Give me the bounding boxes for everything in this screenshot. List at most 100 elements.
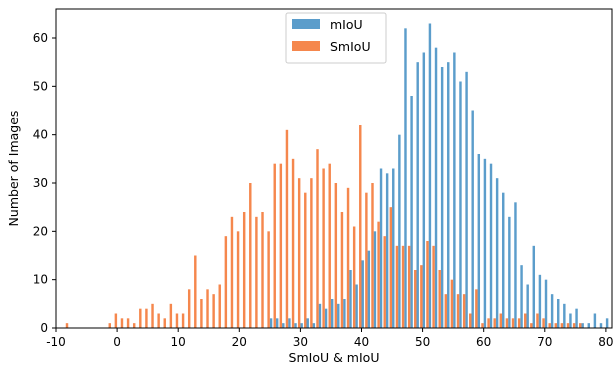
y-tick-label: 50: [33, 79, 48, 93]
bar-smiou-62: [493, 318, 496, 328]
bar-smiou-46: [395, 245, 399, 328]
bar-miou-40: [361, 260, 364, 328]
bar-smiou-57: [462, 294, 466, 328]
bar-smiou-42: [371, 183, 374, 328]
y-tick-label: 20: [33, 224, 48, 238]
bar-miou-45: [392, 168, 395, 328]
bar-smiou-61: [487, 318, 490, 328]
bar-smiou-52: [432, 245, 435, 328]
bar-smiou-6: [151, 303, 154, 328]
bar-smiou-1: [120, 318, 124, 328]
y-tick-label: 40: [33, 128, 48, 142]
bar-miou-39: [355, 284, 358, 328]
plot-frame: [55, 8, 613, 329]
bar-smiou-29: [291, 158, 295, 328]
bar-smiou-72: [554, 323, 558, 328]
bar-miou-64: [508, 216, 511, 328]
bar-smiou-4: [139, 308, 142, 328]
bar-smiou-45: [389, 207, 393, 328]
bar-smiou-22: [249, 183, 252, 328]
x-tick-label: 60: [476, 335, 491, 349]
bar-miou-55: [453, 52, 456, 328]
bar-miou-30: [300, 323, 303, 328]
bar-miou-61: [489, 163, 493, 328]
bar-smiou-8: [163, 318, 166, 328]
bar-miou-42: [373, 231, 377, 328]
bar-smiou-50: [420, 265, 423, 328]
bar-miou-27: [282, 323, 285, 328]
bar-smiou-70: [542, 318, 545, 328]
bar-miou-36: [337, 303, 340, 328]
bar-smiou-23: [255, 216, 258, 328]
bar-miou-71: [550, 294, 554, 328]
bar-smiou-5: [145, 308, 148, 328]
bar-miou-52: [434, 47, 438, 329]
bar-smiou-48: [407, 245, 411, 328]
bar-smiou-21: [242, 212, 246, 328]
bar-miou-49: [416, 62, 419, 329]
bar-smiou-49: [414, 270, 417, 328]
bar-miou-77: [587, 323, 590, 328]
bar-miou-69: [538, 274, 542, 328]
bar-smiou-38: [346, 187, 350, 328]
bar-smiou-53: [438, 270, 441, 328]
bar-smiou-51: [426, 241, 429, 328]
bar-smiou--8: [65, 323, 69, 328]
bar-smiou-55: [450, 279, 454, 328]
bar-smiou-20: [236, 231, 240, 328]
bar-smiou-33: [316, 149, 319, 328]
bar-smiou-36: [334, 183, 338, 328]
bar-miou-31: [306, 318, 309, 328]
bar-miou-28: [288, 318, 291, 328]
x-tick-label: 30: [293, 335, 308, 349]
bar-miou-73: [563, 303, 566, 328]
bar-miou-53: [440, 67, 444, 328]
bar-smiou-35: [328, 163, 331, 328]
bar-miou-65: [514, 202, 517, 328]
x-tick-label: 70: [537, 335, 552, 349]
bar-miou-60: [483, 158, 487, 328]
bar-miou-58: [471, 110, 474, 328]
bar-miou-44: [385, 173, 389, 328]
bar-smiou-43: [377, 221, 380, 328]
x-tick-label: 40: [354, 335, 369, 349]
bar-smiou-75: [572, 323, 576, 328]
bar-smiou-58: [469, 313, 472, 328]
bar-smiou-27: [279, 163, 283, 328]
x-tick-label: -10: [46, 335, 66, 349]
legend-label-smiou: SmIoU: [330, 39, 371, 54]
bar-smiou-39: [352, 226, 356, 328]
bar-smiou-15: [206, 289, 209, 328]
x-tick-label: 50: [415, 335, 430, 349]
x-tick-label: 10: [171, 335, 186, 349]
bar-smiou-64: [505, 318, 509, 328]
bar-miou-63: [502, 192, 505, 328]
bar-smiou-26: [273, 163, 276, 328]
bar-smiou-54: [444, 294, 448, 328]
legend-swatch-smiou: [292, 41, 320, 51]
bar-miou-46: [398, 134, 401, 328]
bar-smiou-2: [126, 318, 130, 328]
bar-smiou-14: [200, 299, 203, 328]
bar-smiou-18: [224, 236, 228, 328]
bar-miou-34: [324, 308, 328, 328]
bar-miou-37: [343, 299, 346, 328]
x-tick-label: 80: [598, 335, 613, 349]
bar-miou-67: [526, 284, 529, 328]
bar-smiou-67: [524, 313, 527, 328]
bar-smiou-44: [383, 236, 386, 328]
y-axis-label: Number of Images: [6, 111, 21, 227]
bar-miou-79: [599, 323, 603, 328]
bar-smiou-28: [285, 129, 289, 328]
bar-miou-25: [269, 318, 273, 328]
bar-miou-57: [465, 71, 468, 328]
bar-miou-35: [330, 299, 334, 328]
bar-smiou-66: [517, 318, 521, 328]
legend-label-miou: mIoU: [330, 17, 363, 32]
y-tick-label: 60: [33, 31, 48, 45]
bar-smiou-17: [218, 284, 221, 328]
bar-miou-54: [447, 62, 450, 329]
bar-miou-75: [575, 308, 578, 328]
bar-smiou-11: [181, 313, 185, 328]
